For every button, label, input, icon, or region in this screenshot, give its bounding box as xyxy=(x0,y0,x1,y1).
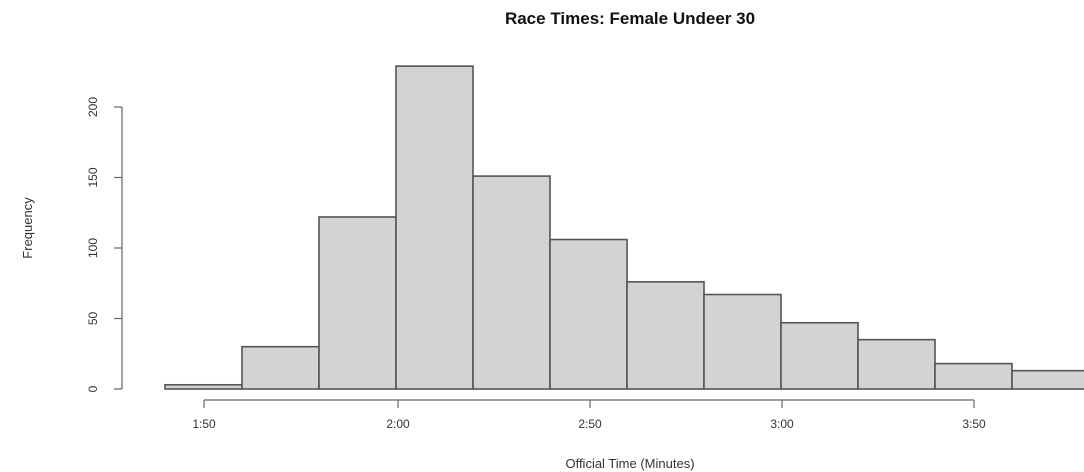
histogram-bar xyxy=(241,345,320,390)
histogram-bar xyxy=(857,338,936,390)
x-tick-label: 2:00 xyxy=(386,417,410,431)
y-tick-label: 50 xyxy=(86,312,100,326)
y-tick-label: 200 xyxy=(86,97,100,117)
histogram-bar xyxy=(472,175,551,390)
x-axis-label: Official Time (Minutes) xyxy=(565,456,694,471)
y-axis: 0 50 100 150 200 xyxy=(86,97,123,392)
histogram-bar xyxy=(934,362,1013,390)
histogram-bar xyxy=(164,383,243,390)
histogram-bar xyxy=(626,281,705,390)
x-tick-label: 3:50 xyxy=(962,417,986,431)
x-tick-label: 3:00 xyxy=(770,417,794,431)
y-axis-label: Frequency xyxy=(20,197,35,259)
histogram-bar xyxy=(318,216,397,390)
y-tick-label: 150 xyxy=(86,167,100,187)
chart-title: Race Times: Female Undeer 30 xyxy=(505,9,755,28)
bars-group xyxy=(164,65,1084,390)
histogram-bar xyxy=(1011,369,1084,390)
histogram-bar xyxy=(780,321,859,390)
histogram-bar xyxy=(703,293,782,390)
y-tick-label: 100 xyxy=(86,238,100,258)
y-tick-label: 0 xyxy=(86,385,100,392)
histogram-bar xyxy=(395,65,474,390)
x-axis: 1:50 2:00 2:50 3:00 3:50 xyxy=(192,399,986,431)
x-tick-label: 2:50 xyxy=(578,417,602,431)
histogram-bar xyxy=(549,238,628,390)
x-tick-label: 1:50 xyxy=(192,417,216,431)
